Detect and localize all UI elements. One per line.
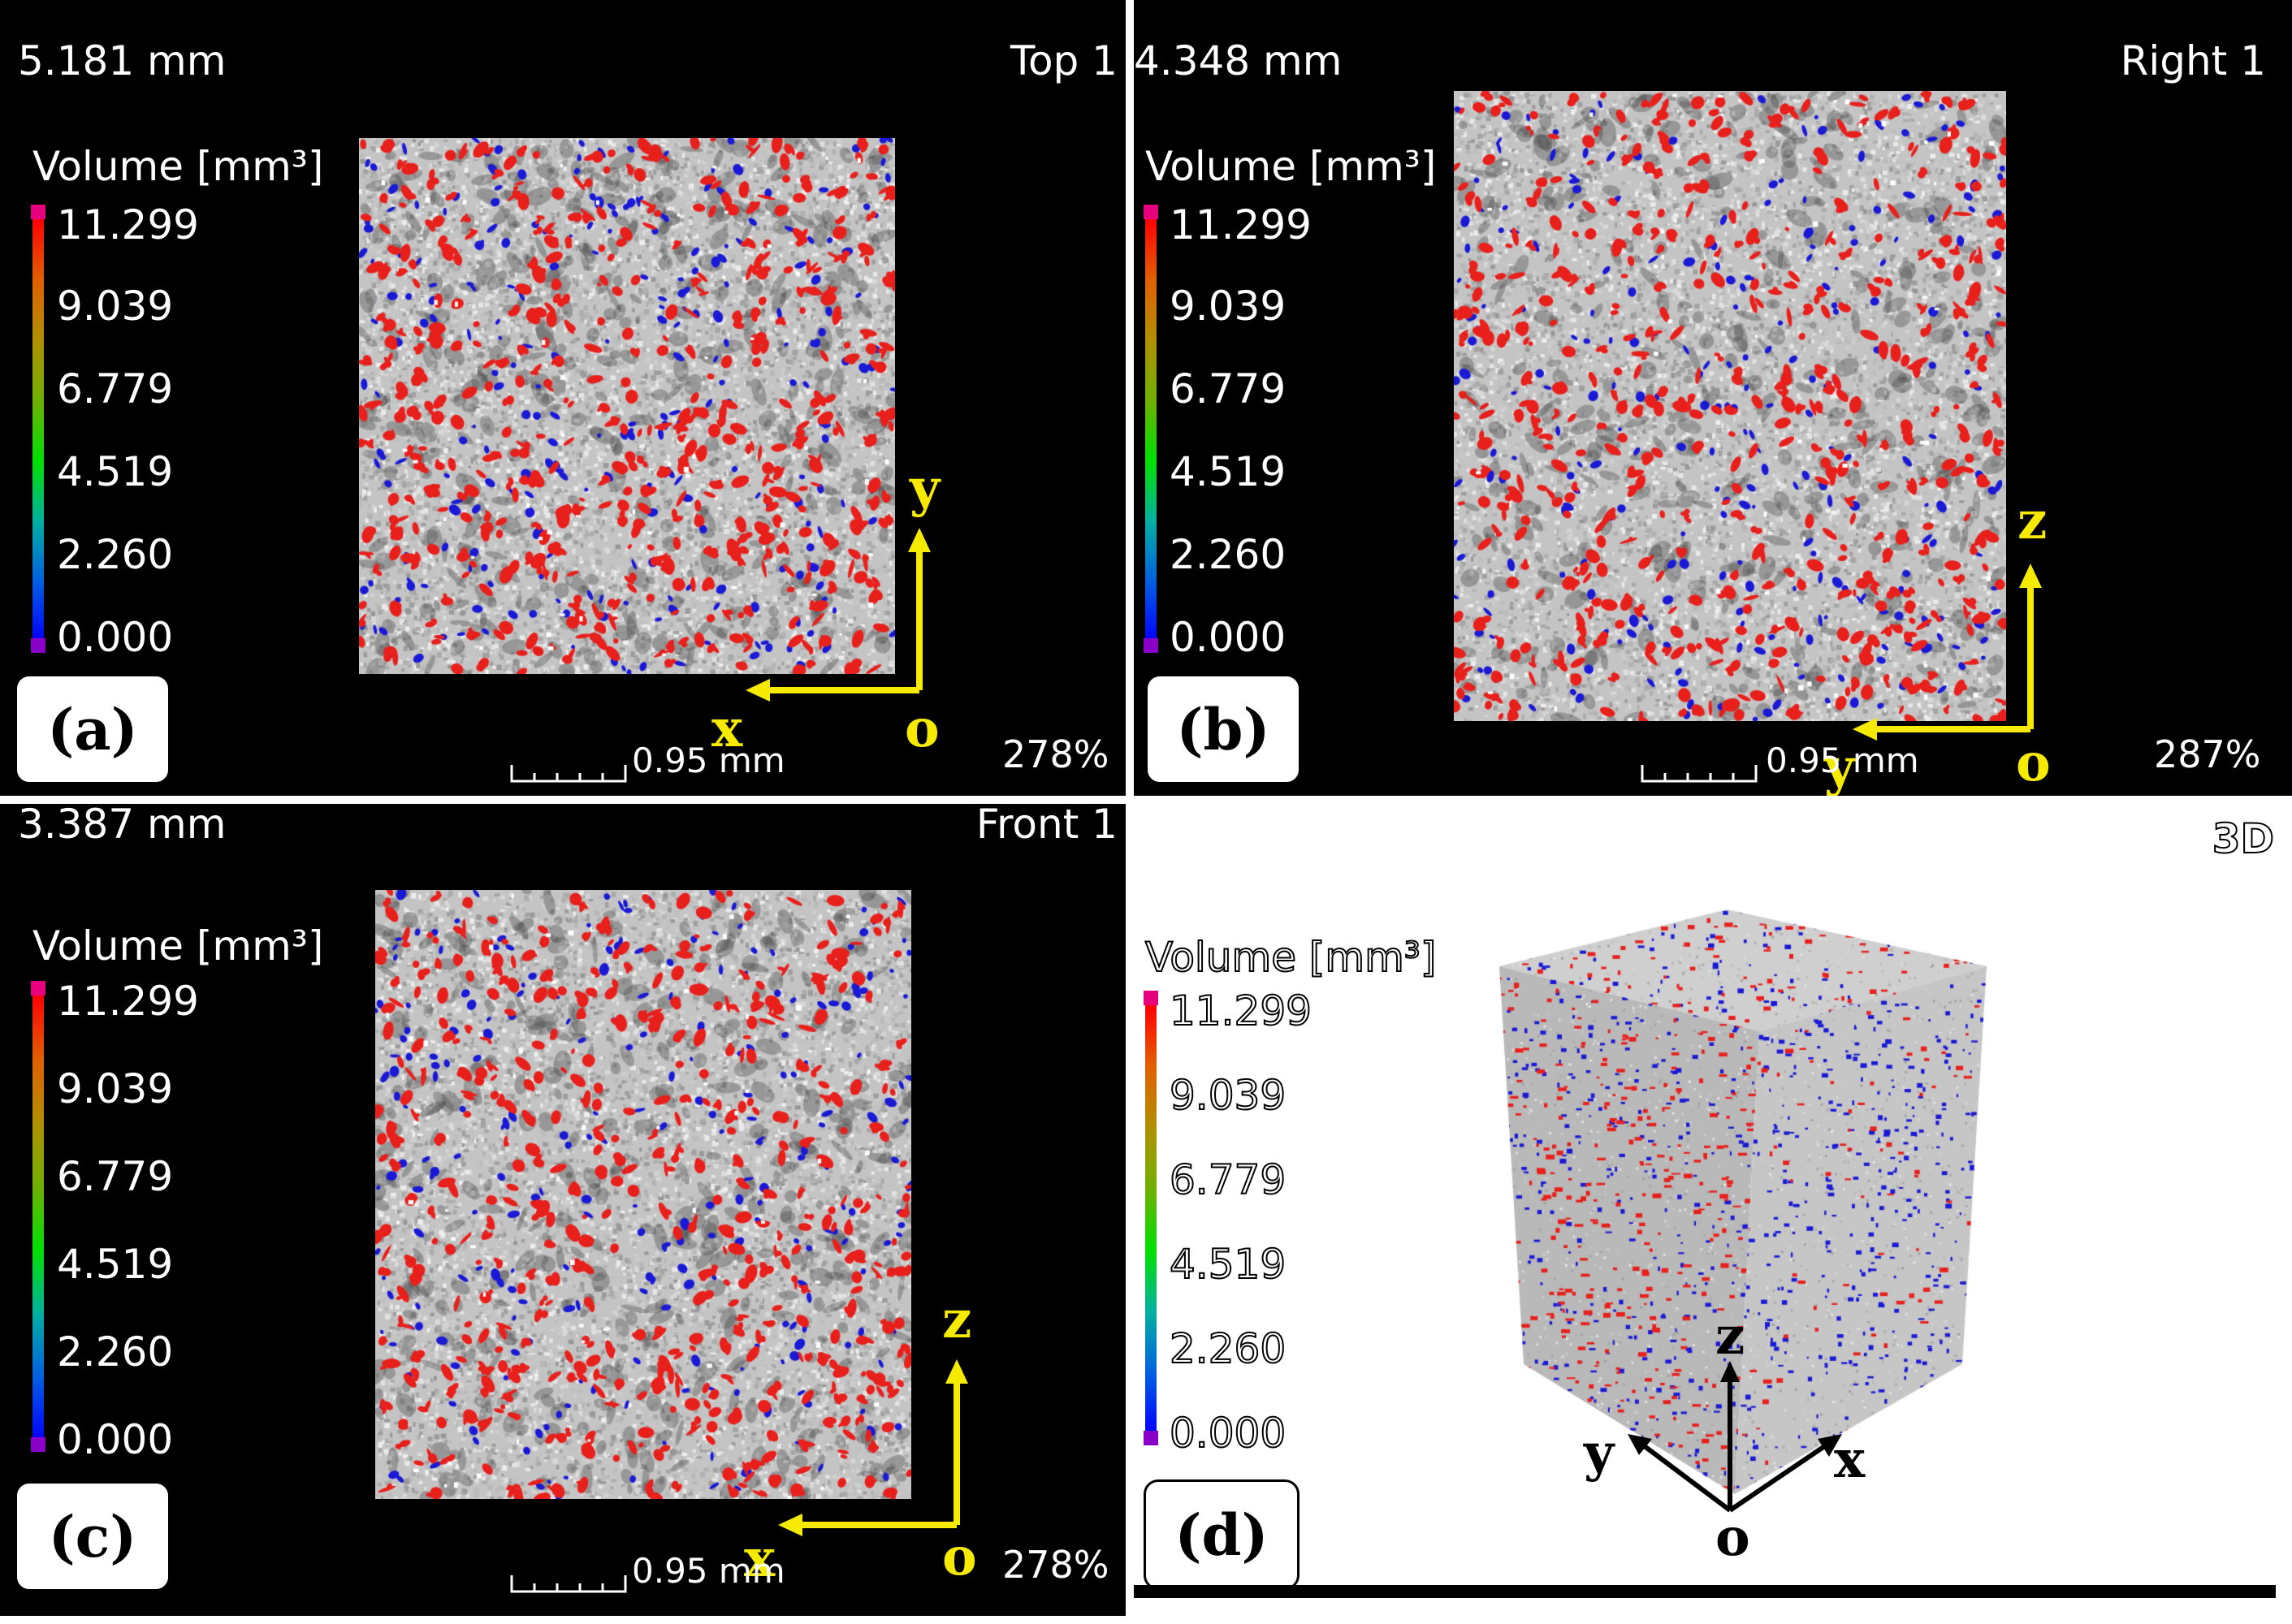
view-name: 3D bbox=[2212, 815, 2275, 862]
legend-tick: 6.779 bbox=[57, 365, 174, 412]
legend-title: Volume [mm³] bbox=[1145, 143, 1437, 190]
legend-tick: 6.779 bbox=[1170, 365, 1287, 412]
axis-arrows bbox=[746, 528, 931, 702]
legend-tick: 11.299 bbox=[57, 978, 199, 1025]
axis-label-x: x bbox=[711, 698, 743, 759]
legend-tick: 9.039 bbox=[57, 283, 174, 330]
legend-bottom-marker bbox=[31, 638, 45, 653]
legend-title: Volume [mm³] bbox=[1144, 934, 1437, 981]
legend-title: Volume [mm³] bbox=[32, 922, 324, 970]
axis-label-y: y bbox=[1584, 1423, 1615, 1484]
legend-top-marker bbox=[1144, 205, 1158, 219]
scale-bar-label: 0.95 mm bbox=[632, 741, 785, 780]
legend-tick: 4.519 bbox=[57, 448, 174, 495]
legend-tick: 4.519 bbox=[1169, 1241, 1287, 1288]
slice-distance: 4.348 mm bbox=[1134, 37, 1343, 84]
ct-slice-image bbox=[359, 138, 895, 674]
legend-top-marker bbox=[1144, 991, 1158, 1005]
axis-origin: o bbox=[1715, 1507, 1750, 1568]
legend-tick: 11.299 bbox=[1170, 201, 1312, 248]
legend-top-marker bbox=[31, 205, 45, 219]
slice-distance: 3.387 mm bbox=[18, 804, 227, 848]
legend-tick: 11.299 bbox=[57, 201, 199, 248]
axis-label-x: x bbox=[1834, 1429, 1866, 1490]
axis-arrows bbox=[1853, 564, 2042, 741]
ct-slice-image bbox=[1454, 91, 2006, 721]
axis-label-z: z bbox=[2017, 490, 2048, 551]
legend-top-marker bbox=[31, 981, 45, 996]
legend-tick: 0.000 bbox=[1170, 614, 1287, 661]
axis-label-z: z bbox=[1715, 1306, 1745, 1367]
legend-tick: 4.519 bbox=[1170, 448, 1287, 495]
legend-tick: 4.519 bbox=[57, 1241, 174, 1288]
view-name: Front 1 bbox=[975, 804, 1118, 848]
axis-label-z: z bbox=[942, 1289, 972, 1350]
legend-tick: 9.039 bbox=[1169, 1072, 1287, 1119]
view-name: Top 1 bbox=[1010, 37, 1118, 84]
legend-bottom-marker bbox=[1144, 638, 1158, 653]
legend-colorbar bbox=[32, 996, 44, 1440]
panel-right-view[interactable]: 4.348 mm Right 1 Volume [mm³] 11.299 9.0… bbox=[1134, 0, 2292, 796]
panel-label-d: (d) bbox=[1144, 1479, 1300, 1585]
legend-tick: 11.299 bbox=[1169, 987, 1312, 1034]
scale-bar bbox=[1641, 765, 1758, 783]
legend-tick: 2.260 bbox=[57, 531, 174, 578]
legend-tick: 6.779 bbox=[57, 1153, 174, 1200]
scale-bar bbox=[510, 1575, 627, 1593]
axis-arrows-3d bbox=[1628, 1361, 1842, 1513]
panel-front-view[interactable]: 3.387 mm Front 1 Volume [mm³] 11.299 9.0… bbox=[0, 804, 1126, 1616]
legend-tick: 0.000 bbox=[57, 614, 174, 661]
3d-volume-cube bbox=[1467, 909, 2019, 1494]
legend-tick: 2.260 bbox=[57, 1328, 174, 1376]
axis-arrows bbox=[778, 1359, 968, 1536]
zoom-level: 278% bbox=[1002, 1543, 1109, 1587]
scale-bar bbox=[510, 765, 627, 783]
axis-label-y: y bbox=[910, 458, 941, 519]
legend-tick: 0.000 bbox=[1169, 1410, 1287, 1457]
legend-tick: 6.779 bbox=[1169, 1156, 1287, 1203]
panel-label-c: (c) bbox=[15, 1481, 171, 1592]
panel-d-bottom-bar bbox=[1134, 1585, 2276, 1598]
legend-title: Volume [mm³] bbox=[32, 143, 324, 190]
panel-3d-view[interactable]: 3D Volume [mm³] 11.299 9.039 6.779 4.519… bbox=[1134, 804, 2292, 1585]
scale-bar-label: 0.95 mm bbox=[1766, 741, 1919, 780]
axis-label-x: x bbox=[744, 1528, 776, 1589]
legend-tick: 9.039 bbox=[1170, 283, 1287, 330]
zoom-level: 287% bbox=[2154, 732, 2261, 776]
axis-origin: o bbox=[942, 1527, 977, 1587]
slice-distance: 5.181 mm bbox=[18, 37, 227, 84]
legend-bottom-marker bbox=[1144, 1431, 1158, 1445]
horizontal-divider bbox=[0, 797, 2292, 801]
panel-top-view[interactable]: 5.181 mm Top 1 Volume [mm³] 11.299 9.039… bbox=[0, 0, 1126, 796]
panel-label-b: (b) bbox=[1145, 674, 1301, 784]
axis-label-y: y bbox=[1824, 737, 1855, 796]
zoom-level: 278% bbox=[1002, 732, 1109, 776]
panel-label-a: (a) bbox=[15, 674, 171, 784]
legend-tick: 2.260 bbox=[1170, 531, 1287, 578]
scale-bar-label: 0.95 mm bbox=[632, 1551, 785, 1591]
ct-slice-image bbox=[375, 890, 911, 1499]
legend-tick: 0.000 bbox=[57, 1416, 174, 1463]
legend-tick: 2.260 bbox=[1169, 1325, 1287, 1372]
view-name: Right 1 bbox=[2120, 37, 2266, 84]
axis-origin: o bbox=[905, 698, 940, 759]
legend-tick: 9.039 bbox=[57, 1065, 174, 1112]
legend-colorbar bbox=[32, 219, 44, 641]
legend-colorbar bbox=[1145, 219, 1157, 641]
legend-colorbar bbox=[1145, 1005, 1157, 1434]
vertical-divider bbox=[1127, 0, 1131, 1616]
axis-origin: o bbox=[2016, 732, 2051, 793]
legend-bottom-marker bbox=[31, 1437, 45, 1452]
